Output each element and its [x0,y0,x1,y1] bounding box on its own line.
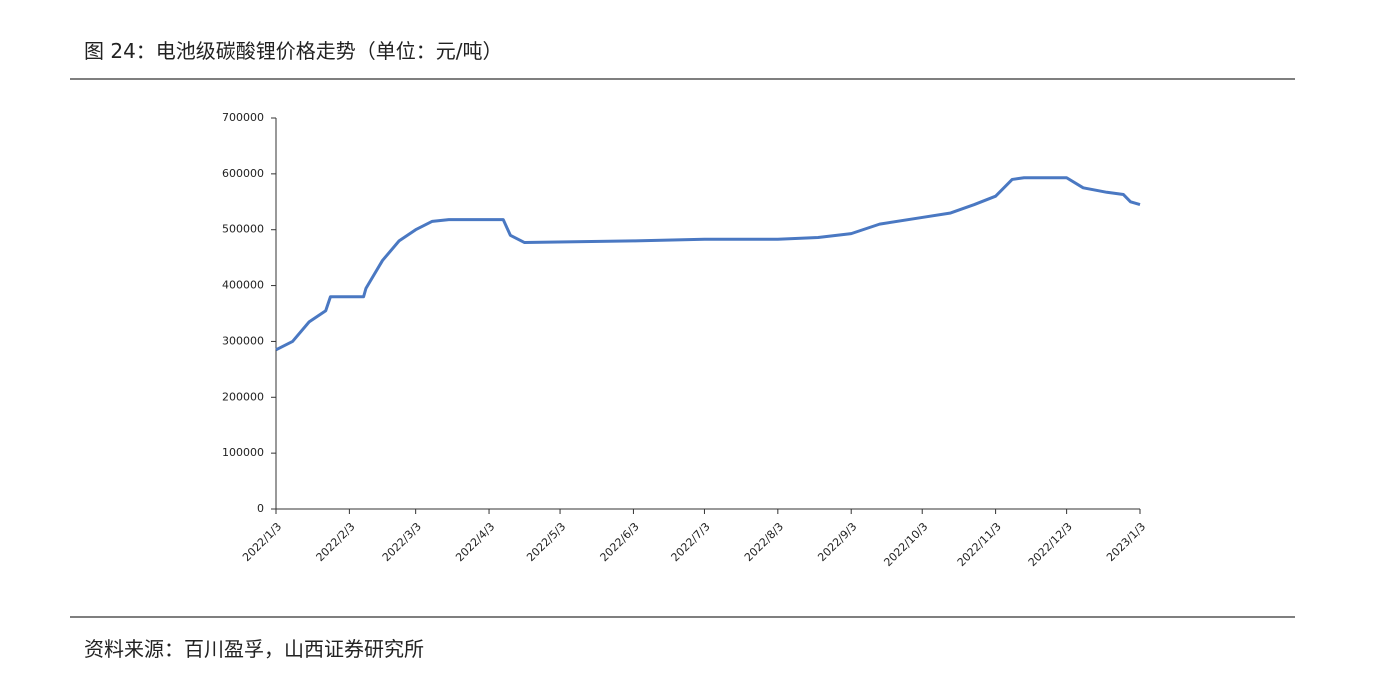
x-tick-label: 2022/10/3 [881,520,930,569]
y-tick-label: 400000 [222,279,264,292]
x-tick-label: 2023/1/3 [1104,520,1148,564]
x-tick-label: 2022/8/3 [742,520,786,564]
x-tick-label: 2022/2/3 [313,520,357,564]
y-tick-label: 200000 [222,390,264,403]
y-tick-label: 600000 [222,167,264,180]
x-tick-label: 2022/4/3 [453,520,497,564]
x-tick-label: 2022/7/3 [669,520,713,564]
price-line [275,176,1141,352]
y-tick-label: 0 [257,502,264,515]
y-tick-label: 500000 [222,223,264,236]
y-tick-label: 300000 [222,334,264,347]
source-note: 资料来源：百川盈孚，山西证券研究所 [84,637,424,661]
x-tick-label: 2022/12/3 [1026,520,1075,569]
x-tick-label: 2022/3/3 [380,520,424,564]
x-tick-label: 2022/6/3 [598,520,642,564]
x-tick-label: 2022/11/3 [955,520,1004,569]
y-tick-label: 100000 [222,446,264,459]
x-tick-label: 2022/9/3 [815,520,859,564]
chart-title: 图 24：电池级碳酸锂价格走势（单位：元/吨） [84,39,503,63]
x-tick-label: 2022/5/3 [524,520,568,564]
x-tick-label: 2022/1/3 [240,520,284,564]
y-tick-label: 700000 [222,111,264,124]
